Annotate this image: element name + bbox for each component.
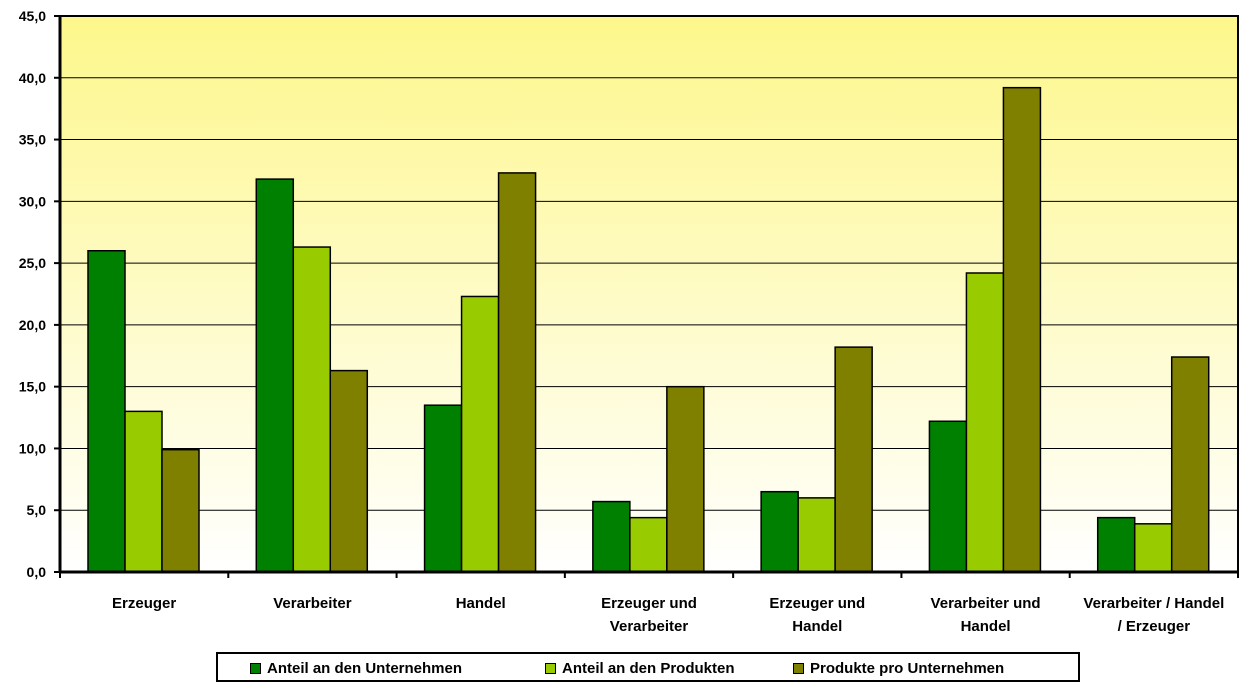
y-tick-label-2: 10,0 xyxy=(19,440,46,456)
legend-label-series-3: Produkte pro Unternehmen xyxy=(810,660,1005,677)
y-tick-label-3: 15,0 xyxy=(19,379,46,395)
bar-s3-c2 xyxy=(329,369,369,573)
bar-s2-c1 xyxy=(124,410,163,573)
legend-item-produkte-pro-unternehmen: Produkte pro Unternehmen xyxy=(793,660,1004,677)
legend-swatch-series-1 xyxy=(250,663,261,674)
bar-s3-c3 xyxy=(497,172,537,573)
legend-item-anteil-unternehmen: Anteil an den Unternehmen xyxy=(250,660,462,677)
x-tick-label-1: Erzeuger xyxy=(112,595,176,612)
bar-s1-c5 xyxy=(760,490,799,573)
bar-s1-c4 xyxy=(592,500,631,573)
x-tick-label-3: Handel xyxy=(456,595,506,612)
bar-s3-c4 xyxy=(666,385,705,573)
y-tick-label-0: 0,0 xyxy=(27,564,47,580)
legend-label-series-1: Anteil an den Unternehmen xyxy=(267,660,463,677)
legend-item-anteil-produkten: Anteil an den Produkten xyxy=(545,660,735,677)
x-tick-label-4: Erzeuger und Verarbeiter xyxy=(601,595,697,635)
plot-area xyxy=(59,15,1239,573)
bar-s2-c3 xyxy=(460,295,500,573)
bar-s3-c6 xyxy=(1002,86,1042,573)
bar-s2-c5 xyxy=(797,497,836,573)
bar-s1-c7 xyxy=(1096,516,1136,573)
legend: Anteil an den Unternehmen Anteil an den … xyxy=(216,652,1080,682)
y-tick-label-6: 30,0 xyxy=(19,193,46,209)
y-tick-label-9: 45,0 xyxy=(19,8,46,24)
x-tick-labels: Erzeuger Verarbeiter Handel Erzeuger und Ver… xyxy=(112,595,1224,635)
x-tick-label-6: Verarbeiter und Handel xyxy=(931,595,1041,635)
y-tick-label-5: 25,0 xyxy=(19,255,46,271)
bar-s1-c3 xyxy=(423,404,463,573)
bar-s1-c2 xyxy=(255,178,295,573)
bar-s1-c6 xyxy=(928,420,968,573)
y-tick-label-4: 20,0 xyxy=(19,317,46,333)
y-tick-label-1: 5,0 xyxy=(27,502,47,518)
bars xyxy=(87,86,1210,573)
legend-swatch-series-3 xyxy=(793,663,804,674)
y-tick-label-8: 40,0 xyxy=(19,70,46,86)
y-tick-label-7: 35,0 xyxy=(19,132,46,148)
bar-s2-c4 xyxy=(629,516,668,573)
bar-s3-c5 xyxy=(834,346,873,573)
bar-s3-c1 xyxy=(161,448,200,573)
bar-s3-c7 xyxy=(1170,356,1210,573)
legend-label-series-2: Anteil an den Produkten xyxy=(562,660,735,677)
bar-s2-c6 xyxy=(965,272,1005,573)
axes xyxy=(54,15,1239,578)
bar-s1-c1 xyxy=(87,250,126,573)
bar-s2-c7 xyxy=(1133,523,1173,573)
x-tick-label-7: Verarbeiter / Handel / Erzeuger xyxy=(1083,595,1224,635)
bar-s2-c2 xyxy=(292,246,332,573)
x-tick-label-5: Erzeuger und Handel xyxy=(769,595,865,635)
x-tick-label-2: Verarbeiter xyxy=(273,595,352,612)
y-tick-labels: 0,0 5,0 10,0 15,0 20,0 25,0 30,0 35,0 40,0 45,0 xyxy=(19,8,46,580)
legend-swatch-series-2 xyxy=(545,663,556,674)
